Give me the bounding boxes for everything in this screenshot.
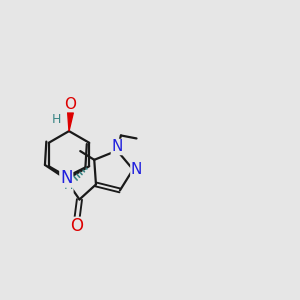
- Text: O: O: [64, 97, 76, 112]
- Text: O: O: [70, 218, 84, 236]
- Text: N: N: [111, 140, 123, 154]
- Text: H: H: [52, 113, 61, 126]
- Polygon shape: [68, 112, 73, 131]
- Text: H: H: [64, 179, 73, 193]
- Text: N: N: [131, 162, 142, 177]
- Text: N: N: [60, 169, 73, 187]
